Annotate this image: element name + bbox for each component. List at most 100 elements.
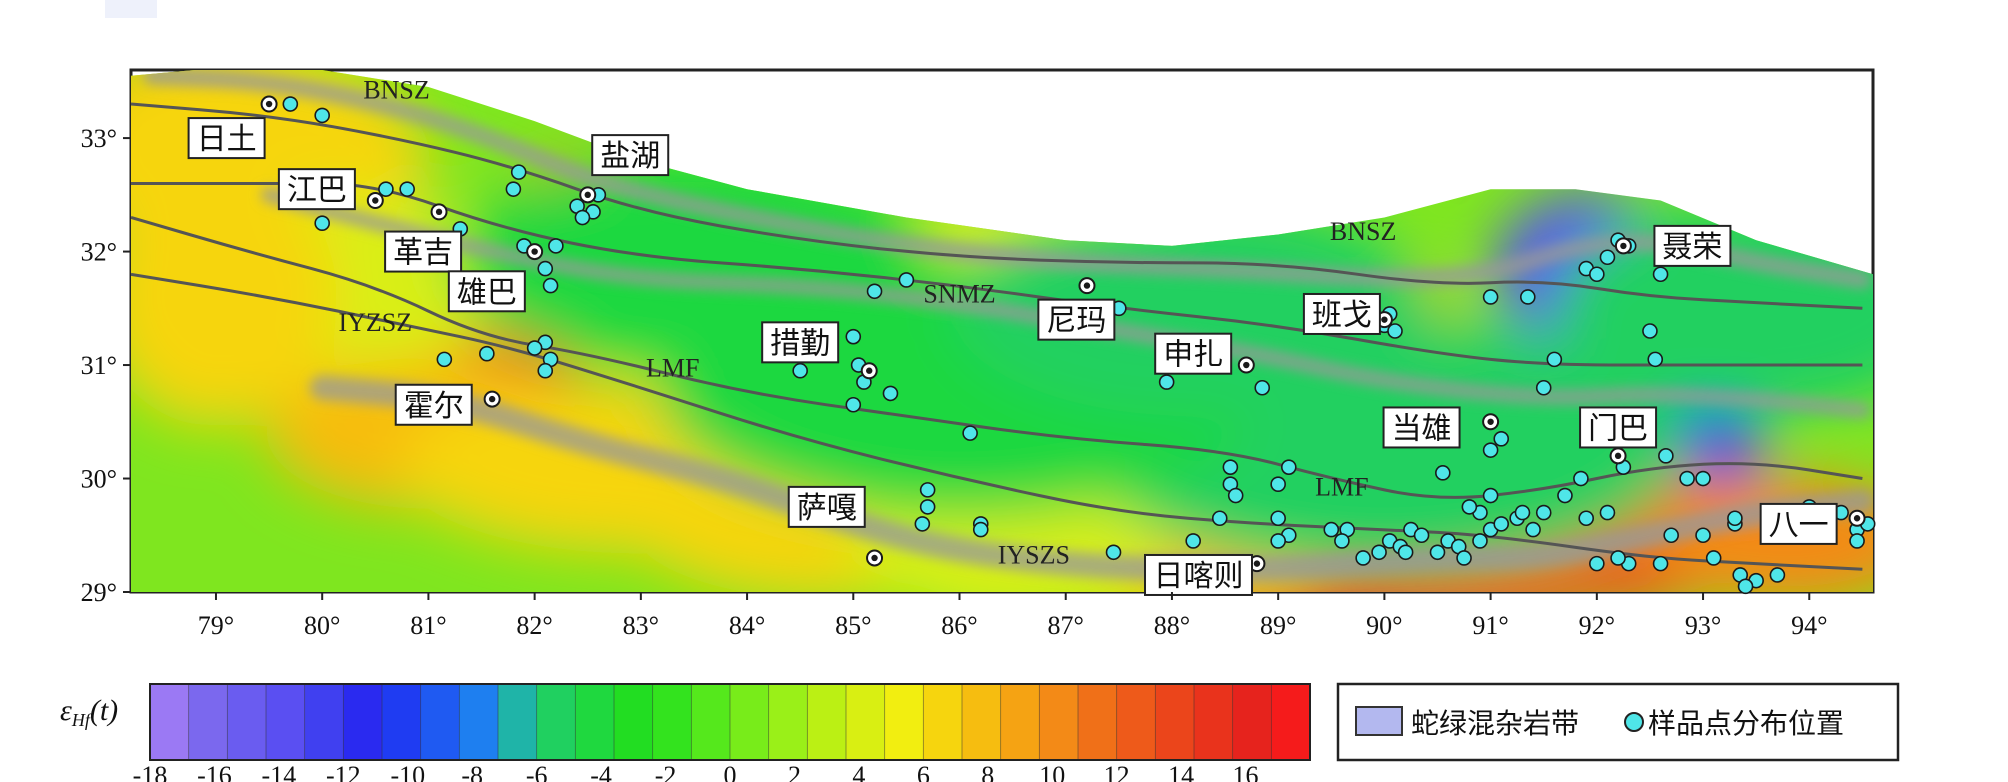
- place-label-box: [384, 230, 463, 273]
- sample-point: [972, 521, 989, 538]
- sample-point-legend-icon: [1624, 712, 1644, 732]
- sample-point-center: [531, 248, 538, 255]
- colorbar-tick-label: -4: [590, 761, 612, 782]
- colorbar-segment: [691, 684, 731, 760]
- sample-point: [1589, 266, 1605, 283]
- sample-point: [1642, 323, 1658, 339]
- sample-point: [436, 351, 453, 368]
- zone-label: BNSZ: [363, 75, 429, 104]
- sample-point: [1211, 510, 1228, 527]
- place-label-box: [447, 270, 526, 313]
- x-tick-label: 94°: [1791, 611, 1827, 640]
- place-label-text: 措勤: [770, 326, 830, 361]
- sample-point: [898, 272, 915, 288]
- sample-point: [1270, 476, 1286, 492]
- sample-point: [1387, 323, 1403, 339]
- sample-point: [1695, 527, 1711, 544]
- sample-point: [574, 209, 591, 226]
- sample-legend-label: 样品点分布位置: [1648, 707, 1844, 740]
- sample-point-center: [1487, 418, 1494, 425]
- sample-point-center: [372, 197, 379, 204]
- sample-point: [1254, 379, 1271, 396]
- x-tick-label: 88°: [1154, 611, 1190, 640]
- x-tick-label: 83°: [623, 611, 659, 640]
- ophiolite-belt: [143, 70, 1872, 289]
- colorbar-segment: [498, 684, 538, 760]
- sample-point: [314, 107, 330, 124]
- sample-point: [1270, 510, 1286, 527]
- sample-point: [919, 482, 936, 498]
- x-tick-label: 90°: [1366, 611, 1402, 640]
- sample-point: [866, 283, 883, 300]
- sample-point: [914, 516, 931, 532]
- x-tick-label: 92°: [1579, 611, 1615, 640]
- x-tick-label: 80°: [304, 611, 340, 640]
- place-label-text: 八一: [1769, 508, 1829, 543]
- sample-point: [1610, 550, 1626, 566]
- place-label-text: 盐湖: [600, 139, 660, 174]
- sample-point: [1456, 550, 1472, 566]
- sample-point: [510, 164, 527, 180]
- zone-labels: BNSZ BNSZ SNMZ IYZSZ LMF LMF IYSZS: [338, 75, 1396, 569]
- sample-point: [1105, 544, 1122, 561]
- colorbar-tick-label: 0: [724, 761, 737, 782]
- colorbar-segment: [768, 684, 808, 760]
- place-label-box: [1154, 332, 1233, 375]
- place-label-box: [1302, 292, 1381, 335]
- x-tick-label: 79°: [198, 611, 234, 640]
- place-label-text: 江巴: [287, 173, 347, 208]
- sample-point: [1578, 510, 1595, 527]
- colorbar-segment: [536, 684, 576, 760]
- sample-point: [1158, 374, 1175, 390]
- sample-point: [1849, 533, 1865, 549]
- place-label: 江巴: [277, 168, 356, 211]
- sample-point: [1371, 544, 1387, 561]
- sample-point: [1535, 379, 1552, 396]
- colorbar-tick-label: 10: [1039, 761, 1065, 782]
- place-label: 聂荣: [1653, 224, 1732, 267]
- colorbar-segment: [1000, 684, 1040, 760]
- colorbar-tick-label: -6: [526, 761, 548, 782]
- sample-point: [1525, 521, 1541, 538]
- colorbar-segment: [1078, 684, 1118, 760]
- sample-point: [919, 499, 936, 515]
- place-label-box: [761, 321, 840, 364]
- sample-point: [1397, 544, 1414, 561]
- place-label-text: 日喀则: [1154, 559, 1244, 594]
- place-label-box: [591, 134, 670, 177]
- sample-point: [845, 328, 862, 345]
- sample-point: [962, 425, 978, 441]
- place-label-box: [187, 117, 266, 160]
- sample-point-center: [1083, 282, 1091, 289]
- sample-point-center: [1243, 361, 1250, 369]
- x-tick-label: 86°: [941, 611, 977, 640]
- place-label: 革吉: [384, 230, 463, 273]
- sample-point: [1323, 521, 1340, 538]
- sample-point: [1334, 533, 1350, 549]
- sample-point: [1185, 533, 1201, 549]
- sample-point: [1227, 487, 1244, 504]
- contour-anomaly: [131, 167, 338, 427]
- place-label-text: 当雄: [1392, 411, 1452, 446]
- colorbar-segment: [304, 684, 344, 760]
- colorbar-symbol: ε: [60, 694, 72, 727]
- sample-point: [1705, 550, 1722, 566]
- sample-point-center: [1620, 242, 1627, 250]
- zone-label: BNSZ: [1330, 217, 1396, 246]
- place-label-box: [394, 383, 473, 426]
- sample-point-center: [866, 367, 873, 374]
- x-tick-label: 89°: [1260, 611, 1296, 640]
- x-tick-label: 84°: [729, 611, 765, 640]
- sample-point: [542, 277, 559, 294]
- sample-point: [1222, 459, 1239, 475]
- sample-point: [526, 340, 543, 356]
- colorbar-suffix: (t): [90, 694, 118, 727]
- zone-label: SNMZ: [923, 280, 995, 309]
- colorbar: εHf(t) -18 -16 -14 -12 -10 -8 -6 -4 -2 0 2 4 6 8 10 12 1…: [60, 683, 1311, 782]
- sample-point-center: [265, 100, 273, 108]
- colorbar-tick-label: 8: [981, 761, 994, 782]
- colorbar-tick-label: -10: [390, 761, 425, 782]
- sample-point: [479, 345, 495, 362]
